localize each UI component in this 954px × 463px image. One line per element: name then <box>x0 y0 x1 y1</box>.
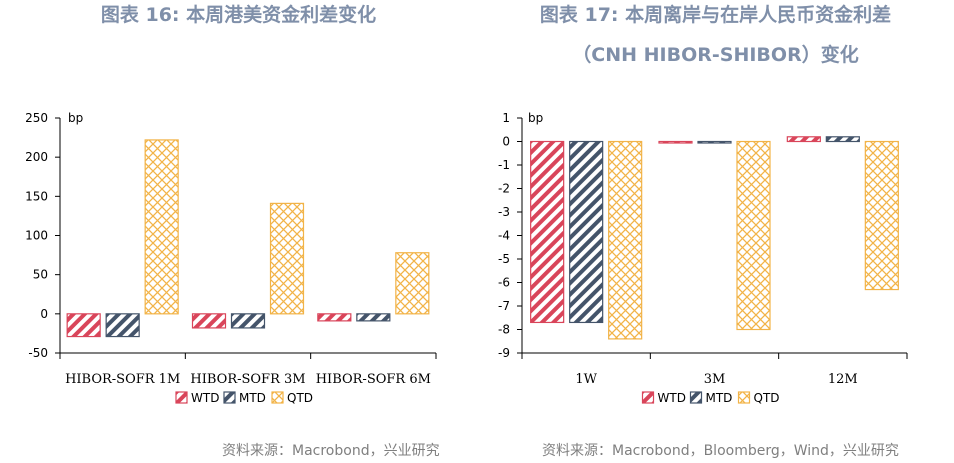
legend-label-qtd: QTD <box>754 391 780 405</box>
bar-chart-left: 250 200 150 100 50 0 -50 bp HIBOR-SOFR 1M HIBOR-S… <box>25 111 437 405</box>
chart-title-left-line-1: 图表 16: 本周港美资金利差变化 <box>100 4 377 26</box>
y-unit-label: bp <box>68 111 83 125</box>
y-tick-label: -1 <box>498 158 510 172</box>
chart-source-right: 资料来源：Macrobond，Bloomberg，Wind，兴业研究 <box>542 443 899 459</box>
bar-wtd-hibor-sofr-3m <box>191 313 227 329</box>
bar-qtd-hibor-sofr-3m <box>269 202 305 315</box>
legend-swatch-wtd <box>175 391 188 404</box>
y-tick-label: 200 <box>25 150 48 164</box>
y-tick-label: 100 <box>25 229 48 243</box>
y-tick-label: 250 <box>25 111 48 125</box>
bar-wtd-3m <box>658 140 693 144</box>
x-category-label-12m: 12M <box>828 372 858 387</box>
bar-wtd-hibor-sofr-6m <box>317 313 352 322</box>
x-category-label-3m: 3M <box>704 372 726 387</box>
bar-wtd-1w <box>530 140 565 324</box>
y-tick-label: 50 <box>33 268 48 282</box>
legend-swatch-qtd <box>271 391 284 404</box>
bar-qtd-3m <box>736 140 771 331</box>
bar-mtd-hibor-sofr-6m <box>356 313 391 322</box>
bar-mtd-hibor-sofr-1m <box>105 313 140 338</box>
legend-label-wtd: WTD <box>191 391 219 405</box>
legend-swatch-wtd <box>641 391 655 404</box>
legend-label-wtd: WTD <box>658 391 686 405</box>
bar-wtd-12m <box>786 136 821 143</box>
bar-qtd-hibor-sofr-1m <box>144 139 179 315</box>
y-tick-label: 150 <box>25 189 48 203</box>
y-tick-label: -7 <box>498 299 510 313</box>
y-tick-label: -6 <box>498 276 510 290</box>
legend-swatch-qtd <box>737 391 751 404</box>
y-tick-label: 0 <box>502 135 510 149</box>
legend-swatch-mtd <box>689 391 703 404</box>
x-category-label-hibor-sofr-6m: HIBOR-SOFR 6M <box>316 372 431 387</box>
chart-title-right-line-2: （CNH HIBOR-SHIBOR）变化 <box>572 44 859 66</box>
y-tick-label: -9 <box>498 346 510 360</box>
chart-title-left: 图表 16: 本周港美资金利差变化 <box>0 2 477 28</box>
x-category-label-hibor-sofr-3m: HIBOR-SOFR 3M <box>190 372 305 387</box>
y-tick-label: 1 <box>502 111 510 125</box>
bar-mtd-12m <box>825 136 860 143</box>
chart-panel-left: 图表 16: 本周港美资金利差变化 250 200 150 100 50 0 -50 bp HI… <box>0 2 477 459</box>
bar-mtd-1w <box>569 140 604 324</box>
y-tick-label: -8 <box>498 323 510 337</box>
y-tick-label: -3 <box>498 205 510 219</box>
legend-label-qtd: QTD <box>287 391 313 405</box>
y-tick-label: -50 <box>28 346 48 360</box>
y-tick-label: -4 <box>498 229 510 243</box>
x-category-label-hibor-sofr-1m: HIBOR-SOFR 1M <box>65 372 180 387</box>
bar-chart-right: 1 0 -1 -2 -3 -4 -5 -6 -7 -8 -9 bp 1W 3M 12M WTD MTD QTD <box>498 111 908 405</box>
bar-qtd-12m <box>864 140 899 291</box>
x-category-label-1w: 1W <box>575 372 597 387</box>
y-tick-label: -2 <box>498 182 510 196</box>
bar-mtd-3m <box>697 140 732 144</box>
bar-qtd-1w <box>608 140 643 340</box>
legend-swatch-mtd <box>223 391 236 404</box>
chart-source-left: 资料来源：Macrobond，兴业研究 <box>222 443 440 459</box>
y-unit-label: bp <box>528 111 543 125</box>
chart-title-right: 图表 17: 本周离岸与在岸人民币资金利差 （CNH HIBOR-SHIBOR）… <box>477 2 954 68</box>
y-tick-label: -5 <box>498 252 510 266</box>
chart-panel-right: 图表 17: 本周离岸与在岸人民币资金利差 （CNH HIBOR-SHIBOR）… <box>477 0 954 463</box>
legend-label-mtd: MTD <box>239 391 266 405</box>
bar-wtd-hibor-sofr-1m <box>66 313 101 338</box>
bar-qtd-hibor-sofr-6m <box>395 252 430 315</box>
y-tick-label: 0 <box>40 307 48 321</box>
legend-label-mtd: MTD <box>706 391 733 405</box>
chart-title-right-line-1: 图表 17: 本周离岸与在岸人民币资金利差 <box>539 4 892 26</box>
bar-mtd-hibor-sofr-3m <box>230 313 266 329</box>
